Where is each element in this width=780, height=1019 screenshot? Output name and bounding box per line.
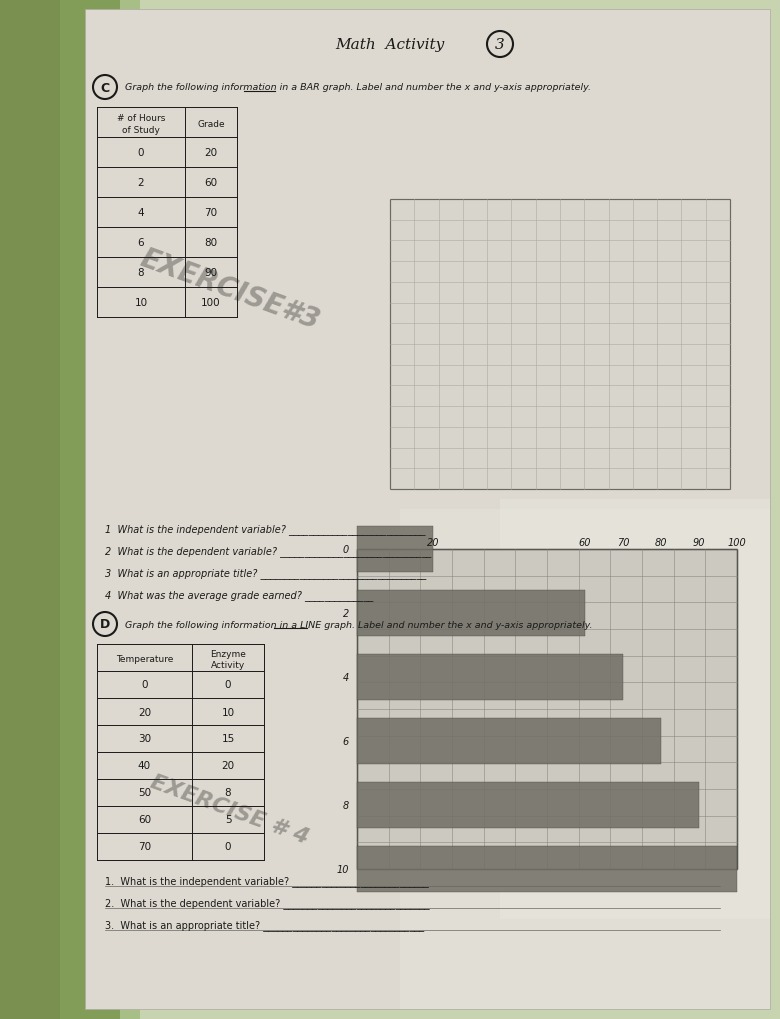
Text: 20: 20 (204, 148, 218, 158)
Text: 40: 40 (138, 761, 151, 770)
Bar (0, 0, 120, 1019)
Text: 60: 60 (204, 178, 218, 187)
Text: Math  Activity: Math Activity (335, 38, 445, 52)
Text: Temperature: Temperature (115, 655, 173, 663)
Text: 0: 0 (342, 544, 349, 554)
Text: 8: 8 (342, 800, 349, 810)
Text: 15: 15 (222, 734, 235, 744)
Bar (390, 200, 730, 489)
Text: 2  What is the dependent variable? _______________________________: 2 What is the dependent variable? ______… (105, 546, 431, 557)
Text: 20: 20 (222, 761, 235, 770)
Text: EXERCISE#3: EXERCISE#3 (136, 245, 324, 335)
Bar (357, 718, 661, 764)
Bar (357, 783, 699, 828)
Text: 0: 0 (225, 842, 231, 852)
Text: 90: 90 (204, 268, 218, 278)
Text: 70: 70 (204, 208, 218, 218)
Text: 0: 0 (138, 148, 144, 158)
Text: 5: 5 (225, 815, 232, 824)
Bar (357, 549, 737, 869)
Text: 6: 6 (138, 237, 144, 248)
Text: 4  What was the average grade earned? ______________: 4 What was the average grade earned? ___… (105, 590, 374, 601)
Text: 0: 0 (141, 680, 147, 690)
Text: D: D (100, 618, 110, 631)
Text: EXERCISE # 4: EXERCISE # 4 (148, 771, 312, 847)
Text: 70: 70 (138, 842, 151, 852)
Text: 1.  What is the independent variable? ____________________________: 1. What is the independent variable? ___… (105, 875, 429, 887)
Bar (357, 654, 623, 700)
Text: 30: 30 (138, 734, 151, 744)
Text: 4: 4 (342, 673, 349, 683)
Text: 3  What is an appropriate title? __________________________________: 3 What is an appropriate title? ________… (105, 568, 426, 579)
Text: 80: 80 (204, 237, 218, 248)
Text: 20: 20 (427, 537, 439, 547)
Bar (60, 0, 140, 1019)
Text: 60: 60 (138, 815, 151, 824)
Text: 8: 8 (225, 788, 232, 798)
Text: 90: 90 (693, 537, 705, 547)
Text: 2.  What is the dependent variable? ______________________________: 2. What is the dependent variable? _____… (105, 898, 430, 909)
Text: 100: 100 (728, 537, 746, 547)
Text: Graph the following information in a LINE graph. Label and number the x and y-ax: Graph the following information in a LIN… (125, 620, 593, 629)
Text: 100: 100 (201, 298, 221, 308)
Text: 50: 50 (138, 788, 151, 798)
Text: C: C (101, 82, 109, 95)
Text: 60: 60 (579, 537, 591, 547)
Text: 80: 80 (654, 537, 667, 547)
Text: 2: 2 (342, 608, 349, 619)
Text: Grade: Grade (197, 120, 225, 128)
Text: 10: 10 (336, 864, 349, 874)
Bar (357, 846, 737, 893)
Text: 3.  What is an appropriate title? _________________________________: 3. What is an appropriate title? _______… (105, 919, 424, 930)
Bar (357, 527, 433, 573)
Bar (85, 10, 770, 1009)
Text: Graph the following information in a BAR graph. Label and number the x and y-axi: Graph the following information in a BAR… (125, 84, 591, 93)
Text: 3: 3 (495, 38, 505, 52)
Text: 4: 4 (138, 208, 144, 218)
Text: 8: 8 (138, 268, 144, 278)
Text: 2: 2 (138, 178, 144, 187)
Text: # of Hours
of Study: # of Hours of Study (117, 114, 165, 135)
Bar (500, 499, 770, 919)
Text: 70: 70 (617, 537, 629, 547)
Bar (357, 590, 585, 637)
Text: 1  What is the independent variable? ____________________________: 1 What is the independent variable? ____… (105, 524, 426, 535)
Text: 6: 6 (342, 737, 349, 746)
Text: 0: 0 (225, 680, 231, 690)
Text: 10: 10 (222, 707, 235, 716)
Bar (400, 510, 770, 1009)
Text: 20: 20 (138, 707, 151, 716)
Text: 10: 10 (134, 298, 147, 308)
Text: Enzyme
Activity: Enzyme Activity (210, 649, 246, 669)
